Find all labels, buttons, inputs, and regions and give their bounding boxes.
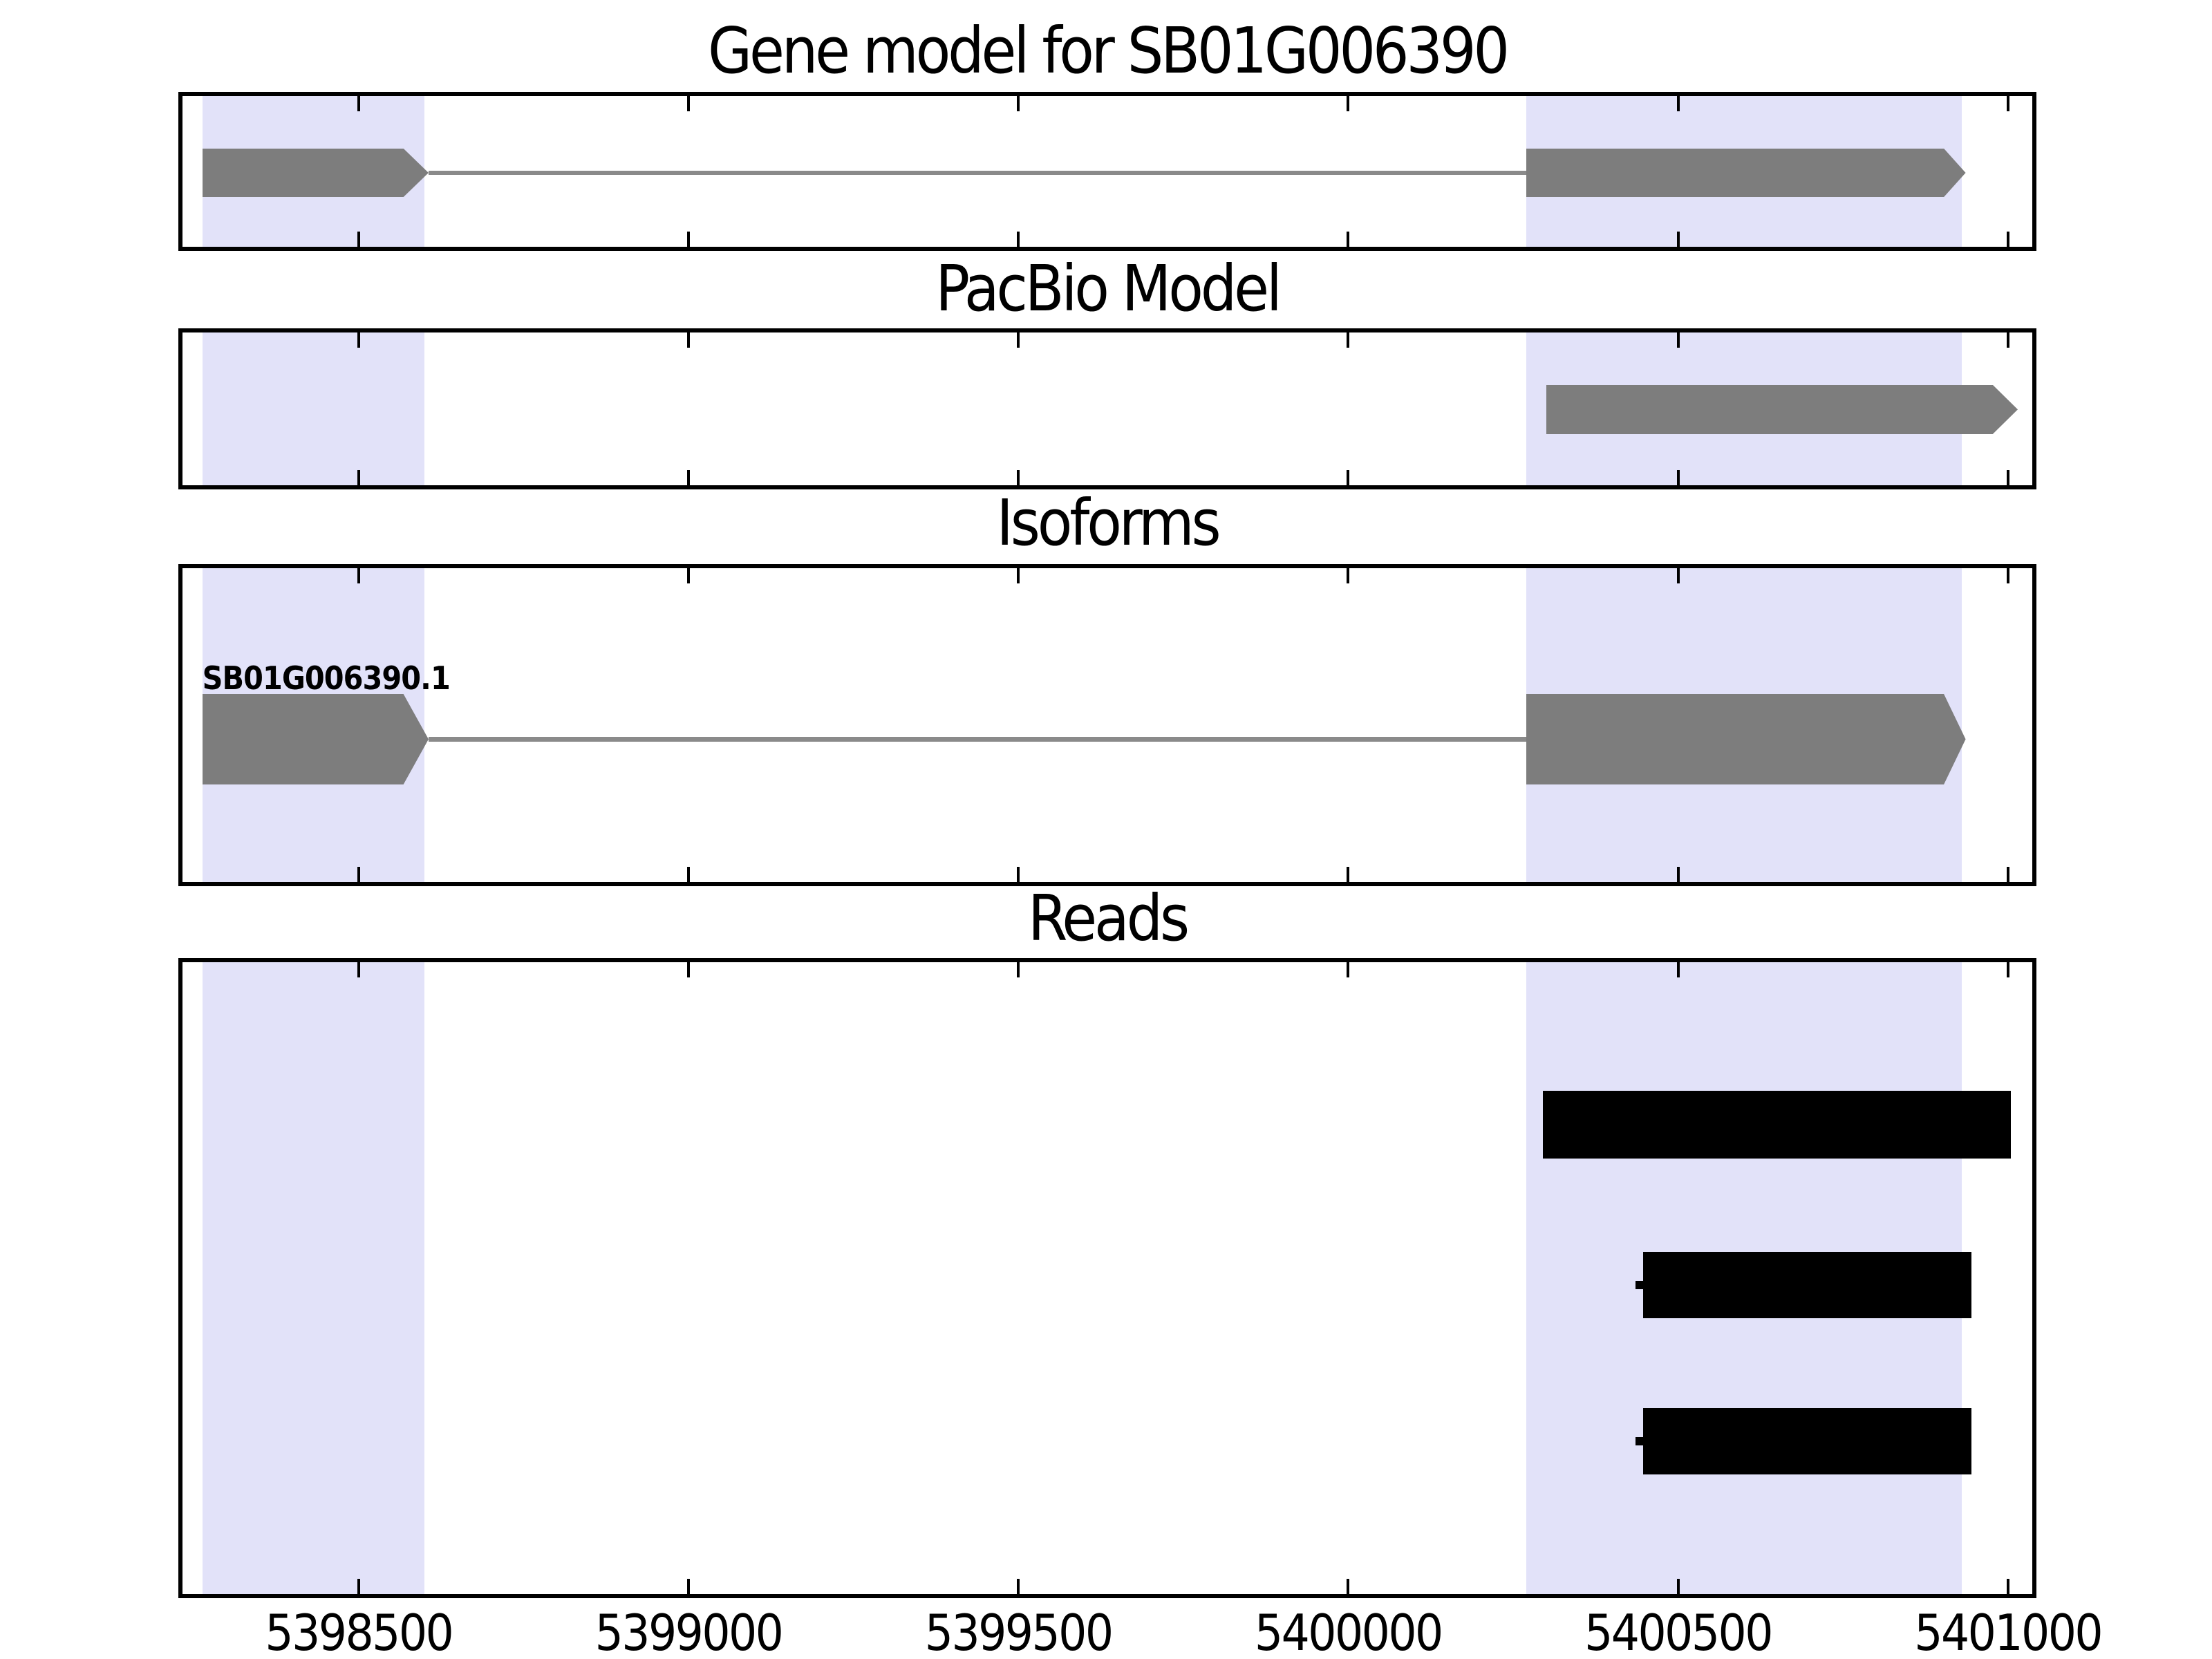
panel-title-pacbio-model: PacBio Model	[935, 252, 1282, 326]
axis-tick-mark	[1347, 232, 1350, 247]
x-axis-tick-label: 5399500	[924, 1604, 1114, 1659]
axis-tick-mark	[1017, 470, 1020, 485]
panel-title-gene-model: Gene model for SB01G006390	[708, 14, 1510, 88]
axis-tick-mark	[686, 1579, 690, 1594]
x-axis-tick-label: 5401000	[1914, 1604, 2103, 1659]
axis-tick-mark	[2006, 470, 2009, 485]
panel-reads	[178, 958, 2036, 1598]
axis-tick-mark	[357, 96, 360, 111]
axis-tick-mark	[686, 962, 690, 977]
exon-arrow	[1526, 694, 1966, 785]
axis-tick-mark	[1676, 470, 1680, 485]
axis-tick-mark	[1017, 867, 1020, 882]
exon-arrow	[202, 148, 429, 198]
axis-tick-mark	[1347, 962, 1350, 977]
axis-tick-mark	[357, 470, 360, 485]
panel-gene-model	[178, 92, 2036, 251]
axis-tick-mark	[2006, 568, 2009, 583]
intron-line	[428, 736, 1526, 742]
axis-tick-mark	[1017, 568, 1020, 583]
axis-tick-mark	[2006, 962, 2009, 977]
panel-pacbio-model	[178, 328, 2036, 489]
axis-tick-mark	[1017, 232, 1020, 247]
axis-tick-mark	[357, 232, 360, 247]
axis-tick-mark	[1676, 568, 1680, 583]
axis-tick-mark	[357, 332, 360, 348]
read-start-nub	[1635, 1280, 1643, 1289]
axis-tick-mark	[1347, 470, 1350, 485]
x-axis-tick-label: 5398500	[265, 1604, 453, 1659]
axis-tick-mark	[357, 568, 360, 583]
x-axis-tick-label: 5400500	[1584, 1604, 1773, 1659]
axis-tick-mark	[2006, 1579, 2009, 1594]
exon-arrow	[202, 694, 429, 785]
panel-title-isoforms: Isoforms	[996, 486, 1221, 560]
axis-tick-mark	[686, 232, 690, 247]
axis-tick-mark	[1017, 96, 1020, 111]
exon-arrow	[1526, 148, 1966, 198]
axis-tick-mark	[686, 470, 690, 485]
x-axis-tick-labels: 5398500 5399000 5399500 5400000 5400500 54010…	[182, 1604, 2103, 1659]
axis-tick-mark	[1676, 332, 1680, 348]
axis-tick-mark	[1017, 1579, 1020, 1594]
axis-tick-mark	[1017, 962, 1020, 977]
read-bar	[1542, 1091, 2012, 1159]
highlight-band	[202, 332, 425, 485]
axis-tick-mark	[1017, 332, 1020, 348]
axis-tick-mark	[1347, 1579, 1350, 1594]
axis-tick-mark	[2006, 96, 2009, 111]
axis-tick-mark	[1676, 962, 1680, 977]
axis-tick-mark	[2006, 232, 2009, 247]
x-axis-tick-label: 5400000	[1254, 1604, 1443, 1659]
panel-isoforms: SB01G006390.1	[178, 564, 2036, 886]
panel-title-reads: Reads	[1027, 881, 1190, 955]
read-bar	[1642, 1408, 1972, 1475]
axis-tick-mark	[1676, 867, 1680, 882]
axis-tick-mark	[686, 96, 690, 111]
axis-tick-mark	[357, 1579, 360, 1594]
axis-tick-mark	[357, 962, 360, 977]
intron-line	[428, 170, 1526, 175]
highlight-band	[202, 962, 425, 1594]
read-start-nub	[1635, 1437, 1643, 1446]
axis-tick-mark	[1347, 867, 1350, 882]
axis-tick-mark	[1347, 96, 1350, 111]
axis-tick-mark	[1676, 96, 1680, 111]
axis-tick-mark	[686, 332, 690, 348]
axis-tick-mark	[1347, 568, 1350, 583]
axis-tick-mark	[686, 867, 690, 882]
axis-tick-mark	[2006, 867, 2009, 882]
x-axis-tick-label: 5399000	[594, 1604, 784, 1659]
axis-tick-mark	[1347, 332, 1350, 348]
axis-tick-mark	[1676, 232, 1680, 247]
axis-tick-mark	[2006, 332, 2009, 348]
read-bar	[1642, 1251, 1972, 1318]
exon-arrow	[1546, 384, 2018, 434]
axis-tick-mark	[1676, 1579, 1680, 1594]
axis-tick-mark	[686, 568, 690, 583]
axis-tick-mark	[357, 867, 360, 882]
isoform-label: SB01G006390.1	[202, 659, 451, 697]
